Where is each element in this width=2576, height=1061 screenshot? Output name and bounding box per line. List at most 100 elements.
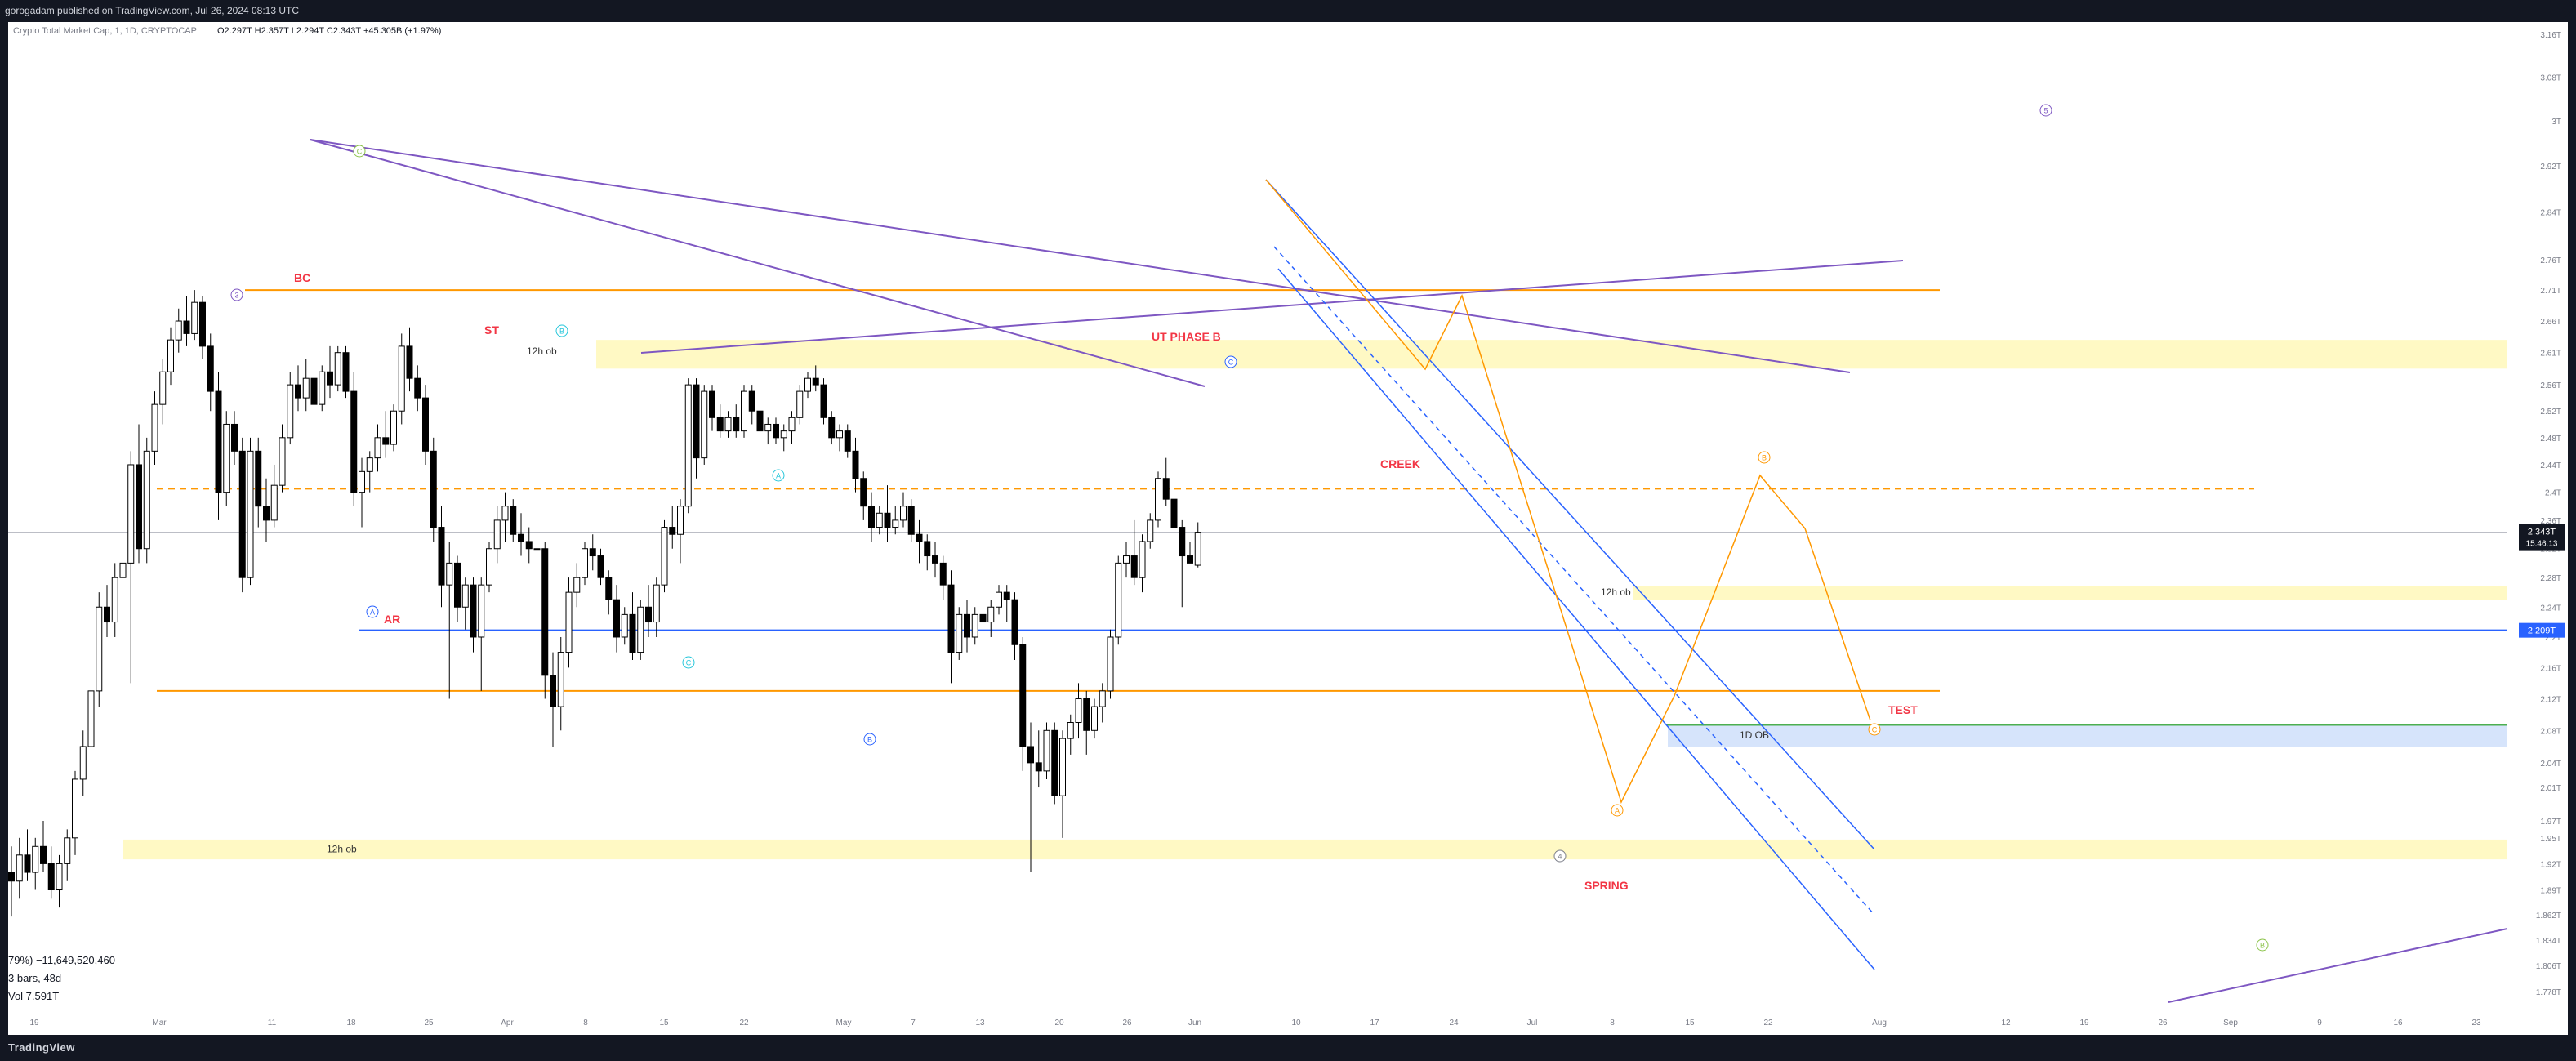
candle-body (733, 417, 740, 432)
time-tick-label: 22 (739, 1019, 749, 1028)
candle-body (684, 384, 692, 507)
zone-label: 12h ob (527, 345, 557, 357)
candle-body (238, 450, 246, 578)
chart-area[interactable]: 3.16T 3.08T 3T 2.92T 2.84T 2.76T 2.71T 2.66T 2.6… (8, 22, 2568, 1035)
wave-label-circle (1553, 849, 1567, 863)
price-tick-label: 2.92T (2540, 163, 2561, 172)
wyckoff-label: SPRING (1584, 879, 1629, 892)
order-block-zone (1668, 724, 2507, 747)
candle-body (1011, 599, 1018, 645)
candle-body (175, 320, 182, 341)
measure-stat: Vol 7.591T (8, 990, 59, 1002)
candle-body (1043, 729, 1050, 772)
countdown-label: 15:46:13 (2526, 540, 2558, 549)
price-tick-label: 1.89T (2540, 887, 2561, 896)
candle-body (167, 339, 174, 372)
wave-label-circle (1758, 451, 1771, 464)
time-tick-label: 20 (1054, 1019, 1064, 1028)
candle-body (565, 591, 573, 653)
candle-body (79, 746, 87, 780)
candle-body (366, 457, 373, 472)
candle-body (398, 345, 405, 412)
order-block-zone (1633, 586, 2507, 600)
candle-body (773, 423, 779, 439)
trend-line (310, 139, 1206, 387)
candle-body (279, 437, 286, 486)
candle-body (1187, 555, 1193, 564)
candle-body (677, 506, 684, 535)
wave-label-text: B (867, 736, 872, 744)
candle-body (151, 403, 158, 452)
candle-body (996, 591, 1002, 608)
price-tick-label: 2.16T (2540, 664, 2561, 673)
time-tick-label: 8 (1610, 1019, 1615, 1028)
candle-body (199, 301, 206, 347)
published-header: gorogadam published on TradingView.com, … (0, 0, 2576, 22)
candle-body (350, 390, 358, 493)
price-tick-label: 2.56T (2540, 381, 2561, 390)
candle-body (56, 863, 63, 891)
candle-body (47, 863, 55, 891)
wyckoff-label: TEST (1888, 703, 1918, 716)
wave-label-circle (230, 288, 243, 301)
time-tick-label: 23 (2471, 1019, 2481, 1028)
candle-body (493, 519, 501, 550)
candle-body (533, 548, 541, 551)
line-price-label: 2.209T (2528, 626, 2556, 636)
time-tick-label: 11 (268, 1019, 277, 1028)
price-tick-label: 2.36T (2540, 517, 2561, 526)
candle-body (525, 541, 533, 550)
candle-body (589, 548, 596, 557)
candle-body (422, 397, 429, 452)
order-block-zone (123, 839, 2507, 860)
candle-body (836, 430, 843, 439)
line-price-tag (2519, 622, 2565, 638)
wave-label-text: 3 (234, 292, 238, 300)
price-tick-label: 3.16T (2540, 31, 2561, 40)
price-tick-label: 3T (2551, 118, 2561, 127)
wave-label-circle (2039, 104, 2052, 117)
candle-body (1091, 706, 1098, 731)
time-tick-label: 10 (1291, 1019, 1301, 1028)
published-text: gorogadam published on TradingView.com, … (5, 5, 300, 16)
time-tick-label: 12 (2001, 1019, 2011, 1028)
candle-body (486, 548, 492, 586)
candle-body (1139, 541, 1146, 578)
candle-body (884, 512, 891, 528)
time-tick-label: 19 (29, 1019, 39, 1028)
candle-body (907, 506, 915, 535)
candle-body (844, 430, 851, 452)
candle-body (756, 410, 764, 432)
candle-body (629, 613, 636, 653)
candle-body (573, 577, 581, 593)
candle-body (812, 377, 819, 386)
wave-label-text: A (1615, 807, 1620, 815)
candle-body (1115, 562, 1122, 638)
wave-label-text: A (370, 609, 375, 617)
price-tick-label: 2.44T (2540, 461, 2561, 470)
candle-body (16, 854, 23, 882)
wave-label-circle (1611, 804, 1624, 817)
chart-svg[interactable]: 3.16T 3.08T 3T 2.92T 2.84T 2.76T 2.71T 2.66T 2.6… (8, 22, 2568, 1035)
candle-body (1107, 636, 1114, 692)
candle-body (461, 584, 469, 608)
candle-body (295, 384, 301, 399)
candle-body (956, 613, 963, 653)
tradingview-logo-icon[interactable]: TradingView (8, 1041, 75, 1054)
candle-body (653, 584, 660, 623)
candle-body (215, 390, 222, 493)
candle-body (104, 606, 110, 623)
candle-body (987, 606, 995, 623)
time-tick-label: 15 (1685, 1019, 1695, 1028)
candle-body (430, 450, 437, 528)
candle-body (924, 541, 931, 557)
wave-label-circle (2256, 938, 2269, 952)
candle-body (1194, 532, 1201, 566)
candle-body (270, 484, 278, 521)
wyckoff-label: CREEK (1380, 457, 1420, 470)
candle-body (111, 577, 118, 623)
price-tick-label: 2.71T (2540, 287, 2561, 296)
price-tick-label: 1.862T (2536, 912, 2561, 921)
price-tick-label: 2.24T (2540, 604, 2561, 613)
candle-body (748, 390, 755, 412)
